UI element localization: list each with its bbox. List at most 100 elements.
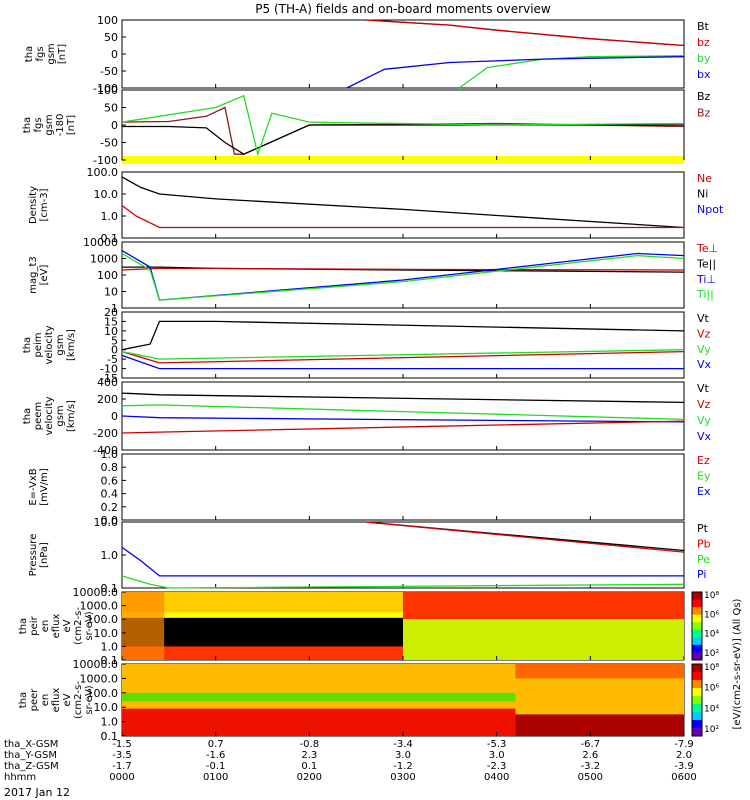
y-tick-label: 100 [97,269,118,282]
colorbar-segment [692,629,702,638]
y-axis-label: tha [22,408,33,424]
colorbar-label: [eV/(cm2-s-sr-eV)] (All Qs) [732,598,743,729]
y-axis-label: [eV] [39,265,50,286]
panel-frame [121,311,685,379]
y-tick-label: -5 [107,353,118,366]
x-col-value: -3.2 [581,761,601,772]
y-tick-label: 10.0 [94,701,119,714]
legend-Vx: Vx [697,358,712,371]
spectro-band [122,612,403,623]
x-col-value: -3.4 [393,739,413,750]
legend-Pb: Pb [697,537,711,550]
panel-3: 100.0 10.0 1.0 0.1 Density [cm-3] Ne Ni Npot [28,166,724,245]
y-tick-label: 10 [104,325,118,338]
legend-Pt: Pt [697,522,709,535]
colorbar-segment [692,592,702,601]
y-tick-label: 10000.0 [73,658,119,671]
series-Vt [121,320,685,351]
panel-1: 100 50 0 -50 -100 tha fgs gsm [nT] Bt bz by bx [24,14,711,95]
legend-Vy: Vy [697,414,711,427]
colorbar-tick-bottom: 10⁴ [704,704,719,714]
y-axis-label: gsm [46,43,57,64]
y-tick-label: 1.0 [101,549,119,562]
colorbar: 10⁸ 10⁶ 10⁴ 10² 10⁸ 10⁶ 10⁴ 10² [eV/(cm2-s-sr-eV… [691,591,743,737]
legend-Pe: Pe [697,553,710,566]
y-axis-label: peir [29,615,40,635]
series-Pb [365,521,685,553]
x-col-value: -1.2 [393,761,413,772]
y-axis-label: mag_t3 [28,256,39,294]
legend-Vt: Vt [697,382,710,395]
colorbar-segment [692,652,702,661]
x-col-value: 2.3 [301,750,317,761]
legend-Ni: Ni [697,187,708,200]
y-tick-label: 20 [104,306,118,319]
panel-2: 100 50 0 -50 -100 tha fgs gsm -180 [nT] Bz Bz [22,84,711,167]
y-tick-label: 0 [111,410,118,423]
x-col-value: -0.1 [206,761,226,772]
colorbar-segment [692,607,702,616]
y-tick-label: -400 [93,444,118,457]
y-tick-label: 0.6 [101,474,119,487]
colorbar-tick-top: 10⁴ [704,630,719,640]
legend-Bt: Bt [697,20,710,33]
legend-Vx: Vx [697,430,712,443]
colorbar-tick-top: 10⁶ [704,610,719,620]
y-tick-label: 100.0 [87,687,119,700]
series-Vy [121,349,685,360]
y-axis-label: tha [18,618,29,634]
x-col-value: 0500 [578,772,603,783]
y-axis-label: [km/s] [66,329,77,361]
spectro-band [515,714,684,736]
colorbar-segment [692,704,702,713]
y-tick-label: 10.0 [94,627,119,640]
x-col-value: -1.6 [206,750,226,761]
x-col-value: -3.9 [674,761,694,772]
legend-Ey: Ey [697,469,711,482]
legend-Vz: Vz [697,327,711,340]
legend-Vz: Vz [697,398,711,411]
y-tick-label: -15 [100,372,118,385]
y-tick-label: 100.0 [87,613,119,626]
colorbar-segment [692,720,702,729]
legend-Ti||: Ti|| [696,288,714,301]
y-axis-label: eflux [51,688,62,713]
panel-7: 1.00.80.60.40.20.0 E=-VxB [mV/m] Ez Ey Ex [28,448,711,527]
spectro-band [122,708,516,736]
y-tick-label: 0.2 [101,501,119,514]
series-Vx [121,415,685,423]
y-tick-label: 0 [111,119,118,132]
panel-frame [121,521,685,589]
spectro-band [403,619,684,660]
y-axis-label: eV [62,693,73,706]
y-axis-label: [nT] [66,115,77,135]
series-bx [346,56,685,89]
x-col-value: 2.0 [676,750,692,761]
x-col-value: -0.8 [300,739,320,750]
series-Pi [121,546,684,577]
series-Pe [121,575,685,589]
spectro-burst [122,592,165,660]
x-col-value: 0100 [203,772,228,783]
colorbar-segment [692,680,702,689]
x-col-value: -7.9 [674,739,694,750]
y-tick-label: 10 [104,286,118,299]
x-col-value: 0.1 [301,761,317,772]
y-axis-label: velocity [44,396,55,435]
y-tick-label: 0.8 [101,461,119,474]
y-axis-label: Density [28,186,39,224]
colorbar-segment [692,644,702,653]
y-axis-label: [nT] [57,44,68,64]
y-tick-label: 0.4 [101,488,119,501]
y-axis-label: tha [22,337,33,353]
y-tick-label: 100.0 [87,166,119,179]
colorbar-segment [692,696,702,705]
y-tick-label: 1 [111,302,118,315]
y-axis-label: sr-eV) [84,611,95,640]
x-col-value: 0200 [297,772,322,783]
x-col-value: 0000 [109,772,134,783]
